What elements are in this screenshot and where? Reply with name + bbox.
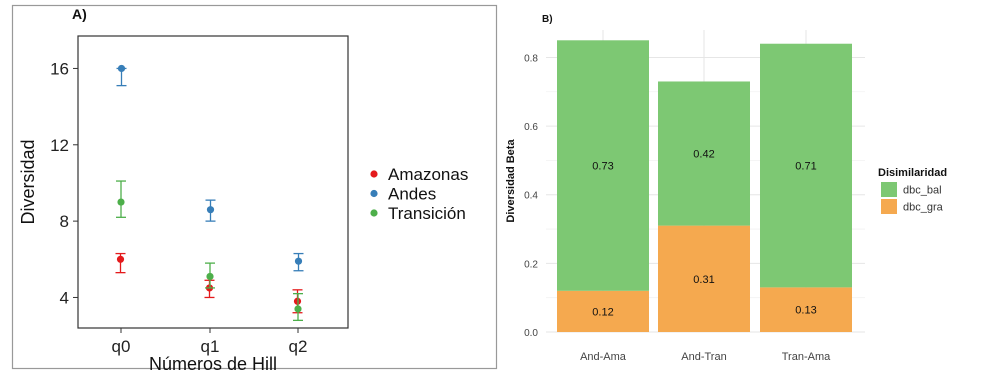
y-tick-label-b: 0.4: [524, 191, 538, 202]
y-tick-label-b: 0.0: [524, 328, 538, 339]
data-point: [117, 198, 125, 206]
panel-b-label: B): [542, 14, 553, 25]
legend-key-andes: [370, 189, 378, 198]
panel-a-label: A): [72, 6, 87, 22]
x-tick-label-a: q2: [289, 337, 308, 356]
y-axis-title-b: Diversidad Beta: [505, 139, 517, 223]
legend-label-a: Andes: [388, 185, 436, 204]
legend-key-dbc_bal: [881, 182, 897, 197]
data-point: [206, 272, 214, 281]
plot-area-a: [77, 35, 349, 329]
data-point: [116, 255, 125, 263]
bar-dbc_bal: [658, 81, 750, 226]
x-tick-label-a: q1: [201, 337, 220, 356]
series-transición: [116, 180, 303, 322]
bar-value-label: 0.12: [592, 306, 613, 318]
x-axis-title-a: Números de Hill: [149, 354, 277, 374]
legend-key-dbc_gra: [881, 199, 897, 214]
data-point: [294, 305, 302, 313]
bar-dbc_gra: [760, 287, 852, 332]
x-tick-label-b: And-Tran: [681, 351, 726, 363]
bar-value-label: 0.31: [693, 274, 714, 286]
legend-key-amazonas: [370, 170, 378, 178]
legend-label-a: Amazonas: [388, 165, 468, 184]
bar-dbc_gra: [658, 225, 750, 332]
bar-dbc_bal: [557, 40, 649, 291]
y-tick-label-b: 0.6: [524, 122, 538, 133]
legend-label-a: Transición: [388, 204, 466, 223]
legend-title-b: Disimilaridad: [878, 167, 947, 179]
y-tick-label-b: 0.2: [524, 259, 538, 270]
bar-value-label: 0.73: [592, 161, 613, 173]
y-tick-label-a: 12: [50, 136, 69, 155]
legend-label-b: dbc_bal: [903, 185, 942, 197]
x-tick-label-a: q0: [112, 337, 131, 356]
y-axis-title-a: Diversidad: [18, 139, 38, 224]
data-point: [206, 206, 215, 214]
data-point: [294, 257, 303, 265]
y-tick-label-a: 16: [50, 59, 69, 78]
legend-b: Disimilaridad dbc_bal dbc_gra: [878, 167, 947, 214]
bar-dbc_bal: [760, 43, 852, 288]
x-tick-label-b: Tran-Ama: [782, 351, 831, 363]
y-tick-label-b: 0.8: [524, 53, 538, 64]
bar-value-label: 0.13: [795, 305, 816, 317]
bar-value-label: 0.42: [693, 149, 714, 161]
panel-a: A) 4 8 12 16 q0 q1 q2 Números de Hill Diversidad A…: [11, 4, 498, 374]
panel-b: B) 0.0 0.2 0.4 0.6 0.8 0.12 0.73 And-Ama 0.31 0.42…: [505, 14, 947, 363]
data-point: [117, 64, 126, 73]
y-tick-label-a: 8: [60, 212, 69, 231]
y-tick-label-a: 4: [60, 288, 69, 307]
x-tick-label-b: And-Ama: [580, 351, 627, 363]
legend-key-transición: [370, 209, 378, 217]
series-andes: [116, 64, 304, 272]
bar-dbc_gra: [557, 290, 649, 332]
bar-value-label: 0.71: [795, 161, 816, 173]
legend-label-b: dbc_gra: [903, 202, 944, 214]
